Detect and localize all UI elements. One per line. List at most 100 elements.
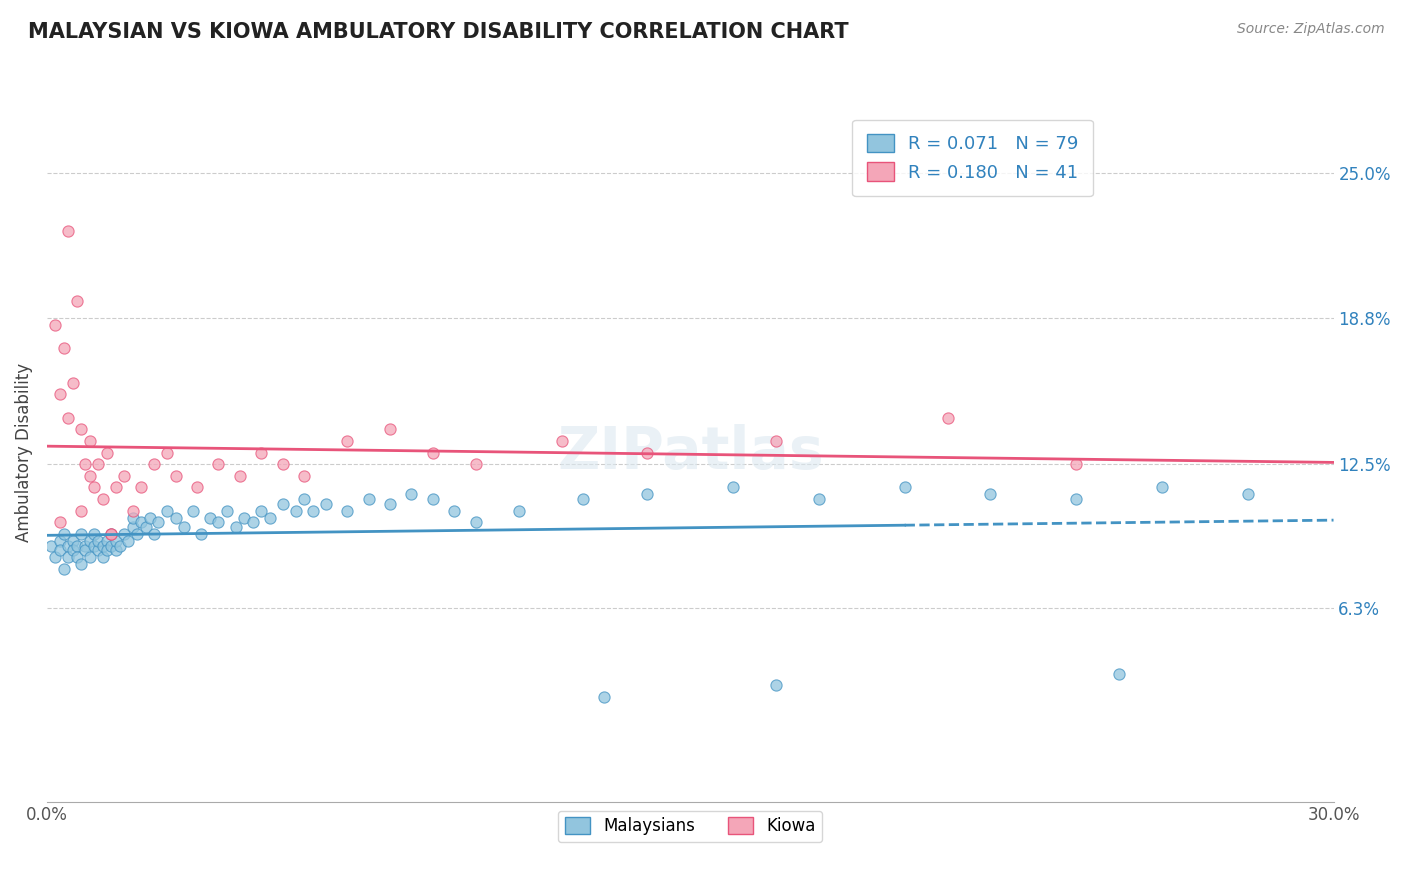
Point [62,543,84,558]
Point [62,376,84,390]
Point [765,434,787,448]
Point [53,527,76,541]
Point [121,510,143,524]
Point [91,550,114,565]
Point [271,457,294,471]
Point [143,457,166,471]
Point [508,504,530,518]
Point [336,504,359,518]
Point [378,497,401,511]
Point [49,516,72,530]
Point [165,468,187,483]
Point [422,445,444,459]
Point [165,510,187,524]
Point [936,410,959,425]
Point [979,487,1001,501]
Point [70,527,93,541]
Point [173,520,195,534]
Point [378,422,401,436]
Point [464,457,486,471]
Point [284,504,307,518]
Point [49,533,72,548]
Point [721,480,744,494]
Point [112,468,135,483]
Point [75,539,97,553]
Point [66,550,89,565]
Point [96,543,118,558]
Point [91,492,114,507]
Point [250,445,273,459]
Point [87,457,110,471]
Point [636,445,658,459]
Point [66,539,89,553]
Point [807,492,830,507]
Point [1064,457,1087,471]
Point [401,487,423,501]
Point [75,543,97,558]
Point [148,516,170,530]
Point [44,550,66,565]
Point [104,533,127,548]
Point [190,527,212,541]
Point [100,527,122,541]
Point [79,533,101,548]
Point [53,562,76,576]
Point [44,318,66,332]
Text: MALAYSIAN VS KIOWA AMBULATORY DISABILITY CORRELATION CHART: MALAYSIAN VS KIOWA AMBULATORY DISABILITY… [28,22,849,42]
Point [112,527,135,541]
Point [422,492,444,507]
Point [70,558,93,572]
Point [572,492,595,507]
Point [271,497,294,511]
Point [108,539,131,553]
Point [156,445,179,459]
Point [39,539,62,553]
Point [100,527,122,541]
Point [229,468,252,483]
Point [91,539,114,553]
Point [58,410,80,425]
Point [87,543,110,558]
Point [104,543,127,558]
Point [125,527,148,541]
Point [636,487,658,501]
Point [58,539,80,553]
Point [83,527,105,541]
Point [464,516,486,530]
Point [79,468,101,483]
Point [301,504,323,518]
Point [49,543,72,558]
Point [58,225,80,239]
Point [87,533,110,548]
Point [121,520,143,534]
Point [66,294,89,309]
Point [129,480,152,494]
Point [117,533,139,548]
Point [100,527,122,541]
Point [104,480,127,494]
Point [550,434,572,448]
Legend: Malaysians, Kiowa: Malaysians, Kiowa [558,811,823,842]
Point [79,434,101,448]
Point [336,434,359,448]
Point [593,690,616,704]
Point [96,445,118,459]
Point [181,504,204,518]
Point [242,516,264,530]
Point [215,504,238,518]
Point [79,550,101,565]
Point [96,533,118,548]
Point [53,341,76,355]
Point [143,527,166,541]
Point [62,533,84,548]
Point [893,480,915,494]
Point [765,678,787,692]
Point [207,516,229,530]
Point [233,510,256,524]
Point [292,468,315,483]
Point [49,387,72,401]
Point [70,504,93,518]
Point [1236,487,1258,501]
Point [198,510,221,524]
Point [139,510,162,524]
